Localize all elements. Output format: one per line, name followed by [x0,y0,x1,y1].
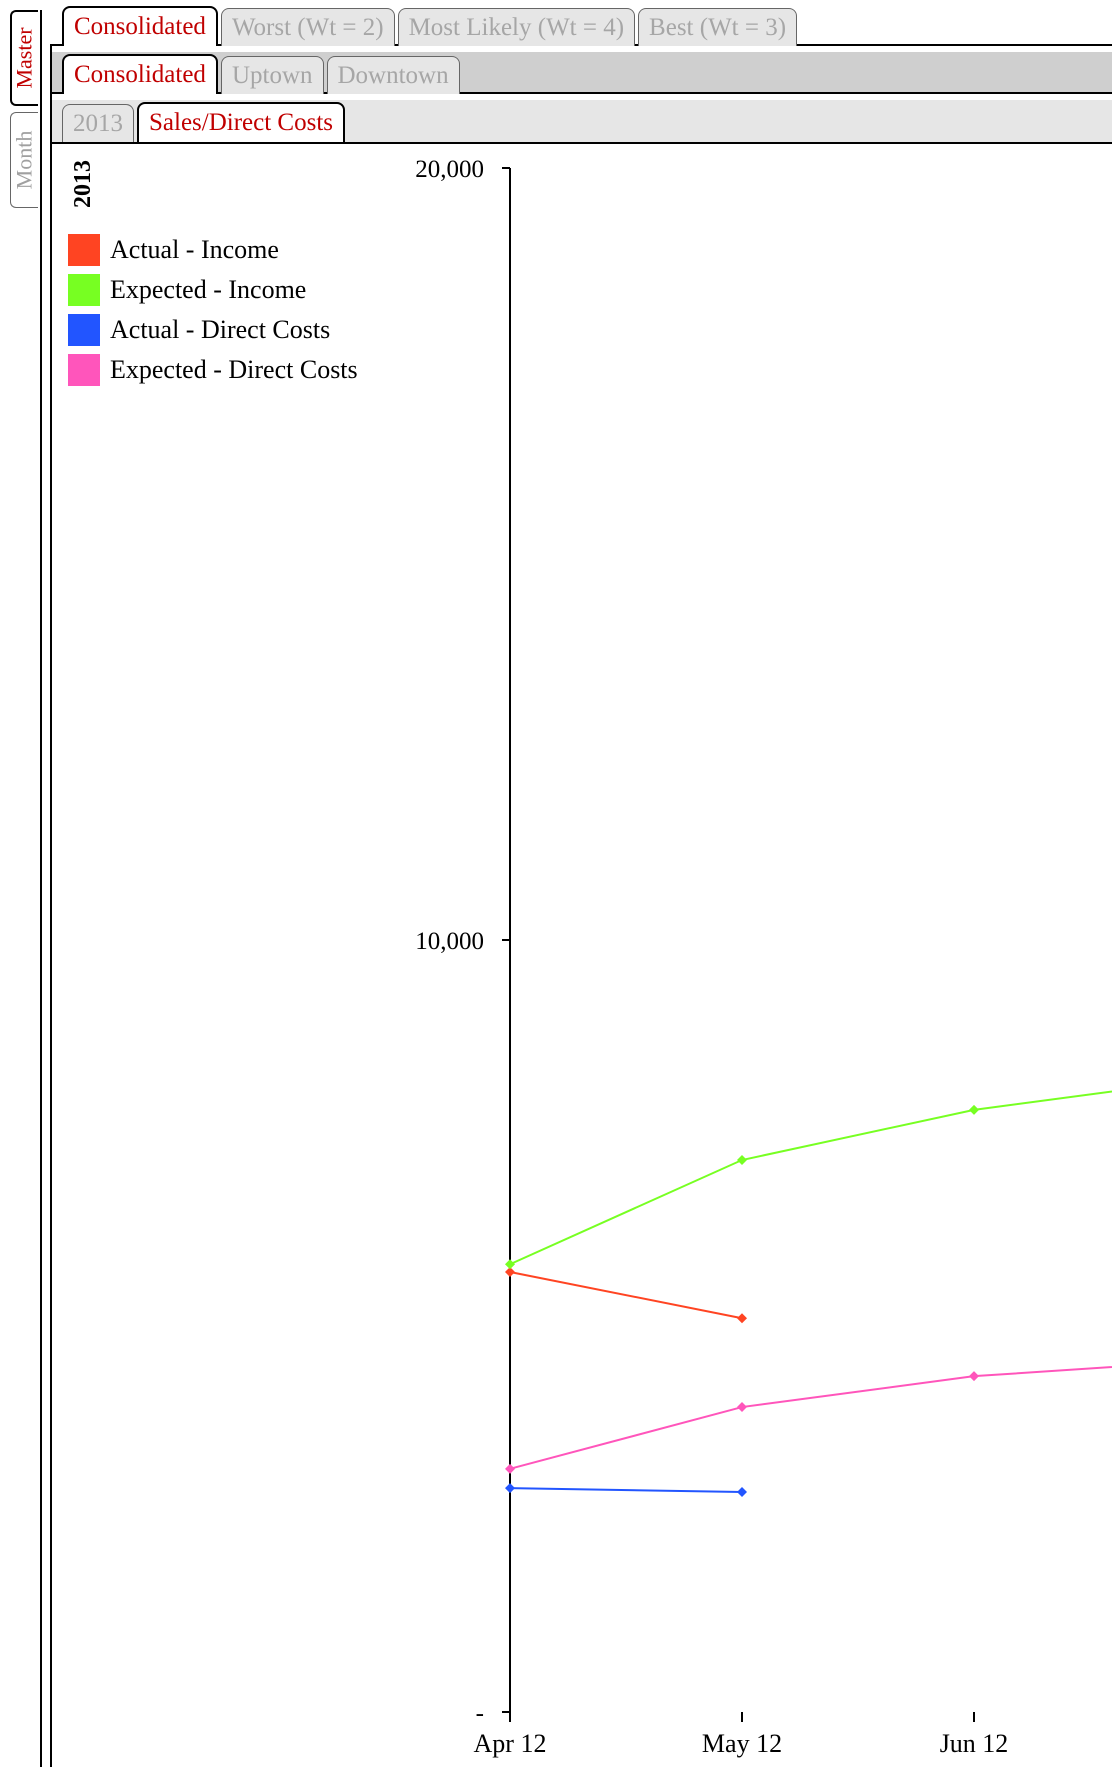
tab-scenario-most-likely[interactable]: Most Likely (Wt = 4) [397,8,636,46]
tab-location-consolidated[interactable]: Consolidated [62,54,218,94]
legend-label: Expected - Direct Costs [110,355,358,384]
tab-location-uptown[interactable]: Uptown [220,56,324,94]
legend-year-label: 2013 [70,160,96,208]
data-point [969,1104,979,1115]
vtab-month-label: Month [11,130,37,190]
tab-scenario-best[interactable]: Best (Wt = 3) [638,8,798,46]
legend-title: 2013 [70,156,100,220]
legend-item: Actual - Income [68,230,358,270]
scenario-tabs: Consolidated Worst (Wt = 2) Most Likely … [62,6,800,46]
tab-view-2013[interactable]: 2013 [62,104,134,142]
tab-scenario-worst[interactable]: Worst (Wt = 2) [220,8,395,46]
vertical-tab-rail: Master Month [0,0,44,1767]
legend-item: Expected - Direct Costs [68,350,358,390]
series-line [509,1365,1112,1470]
sales-direct-costs-chart: - 10,000 20,000 Apr 12 May 12 Jun 12 [415,156,1112,1758]
legend-swatch [68,274,100,306]
data-point [737,1155,747,1166]
x-tick-label: Apr 12 [474,1729,547,1758]
vtab-master-label: Master [12,27,37,89]
vtab-month[interactable]: Month [10,112,38,208]
location-tabs: Consolidated Uptown Downtown [62,54,463,94]
data-point [737,1313,747,1324]
legend-swatch [68,234,100,266]
view-tabs: 2013 Sales/Direct Costs [62,102,348,142]
legend-item: Expected - Income [68,270,358,310]
x-tick-label: Jun 12 [940,1729,1009,1758]
legend-label: Expected - Income [110,275,307,304]
x-tick-label: May 12 [702,1729,782,1758]
data-point [505,1463,515,1474]
tab-location-downtown[interactable]: Downtown [326,56,460,94]
vertical-rail-divider [40,10,42,1767]
y-tick-label: - [476,1700,484,1727]
y-tick-label: 20,000 [415,156,484,183]
tab-scenario-consolidated[interactable]: Consolidated [62,6,218,46]
legend-item: Actual - Direct Costs [68,310,358,350]
legend-swatch [68,314,100,346]
data-point [505,1266,515,1277]
series-line [509,1090,1112,1266]
vtab-master[interactable]: Master [10,10,38,106]
data-point [505,1259,515,1270]
legend-items: Actual - Income Expected - Income Actual -… [68,230,358,390]
series-line [509,1487,743,1493]
data-point [969,1371,979,1382]
data-point [737,1486,747,1497]
y-tick-label: 10,000 [415,928,484,955]
legend-label: Actual - Income [110,235,279,264]
series-line [509,1270,743,1320]
tab-view-sales-direct-costs[interactable]: Sales/Direct Costs [137,102,346,142]
data-point [737,1402,747,1413]
data-point [505,1483,515,1494]
legend-label: Actual - Direct Costs [110,315,331,344]
legend-swatch [68,354,100,386]
